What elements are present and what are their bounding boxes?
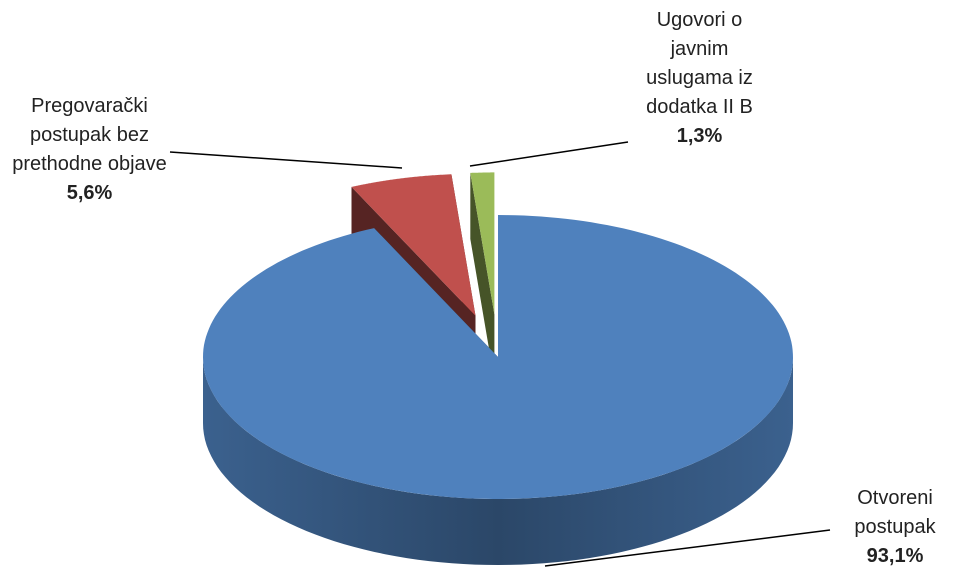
slice-wall — [470, 172, 495, 381]
slice-top — [470, 172, 495, 315]
slice-top — [351, 174, 476, 316]
value-label: 1,3% — [676, 125, 723, 147]
category-label: Pregovarački postupak bez prethodne obja… — [12, 95, 167, 175]
data-label: Ugovori o javnim uslugama iz dodatka II … — [632, 6, 767, 151]
value-label: 5,6% — [66, 182, 113, 204]
leader-line — [469, 141, 629, 167]
value-label: 93,1% — [866, 545, 924, 567]
slice-top — [203, 215, 793, 499]
data-label: Otvoreni postupak 93,1% — [835, 484, 955, 568]
leader-line — [169, 151, 403, 169]
category-label: Otvoreni postupak — [854, 487, 936, 538]
leader-line — [544, 529, 831, 567]
pie-slice — [470, 172, 495, 381]
pie-slice — [203, 215, 793, 565]
slice-side — [203, 357, 793, 565]
data-label: Pregovarački postupak bez prethodne obja… — [12, 92, 167, 208]
category-label: Ugovori o javnim uslugama iz dodatka II … — [646, 9, 753, 118]
